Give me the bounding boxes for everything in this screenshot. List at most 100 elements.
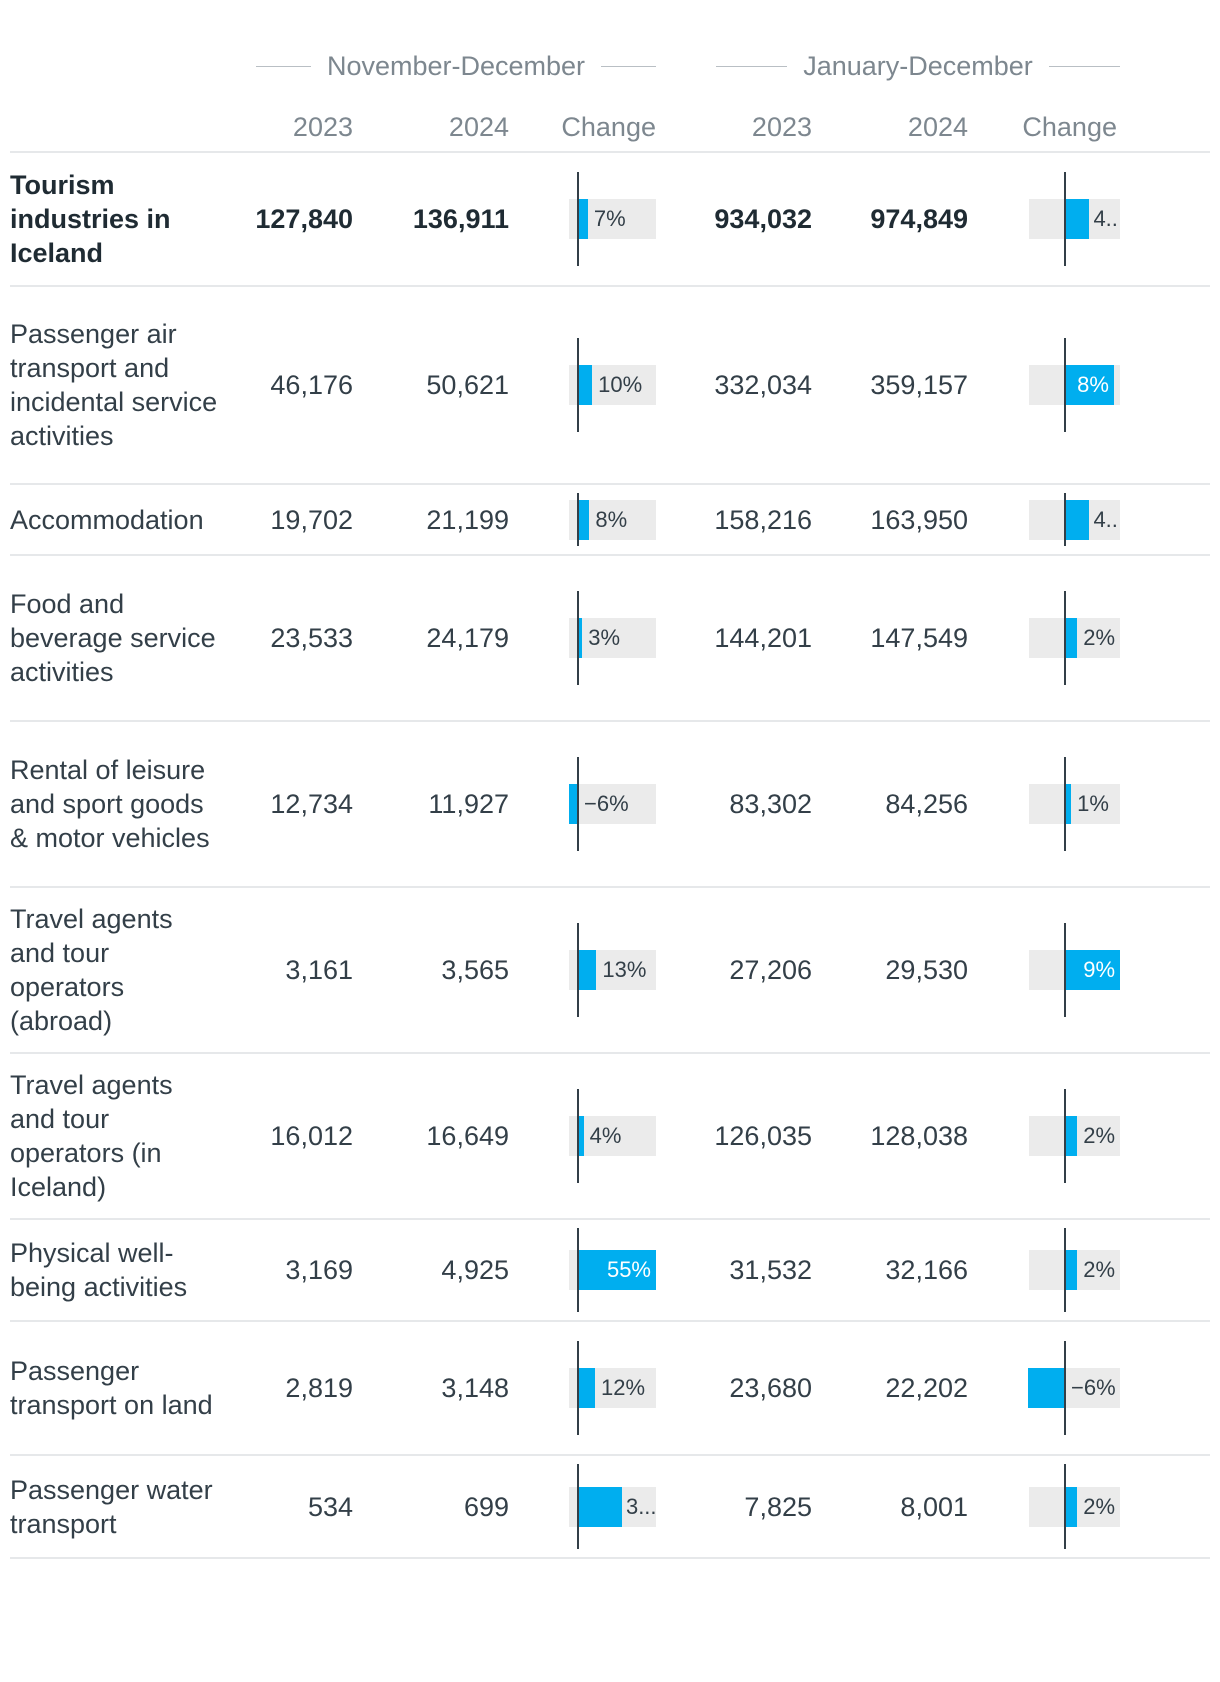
cell-nd-2024: 21,199: [426, 504, 509, 535]
cell-jd-2024: 32,166: [885, 1255, 968, 1285]
table-row: Passenger water transport 534 699 7,825 8,00…: [0, 1455, 1220, 1558]
header-divider: [10, 151, 1210, 153]
zero-axis: [577, 338, 579, 432]
cell-nd-2023: 16,012: [270, 1121, 353, 1151]
change-jd: 2%: [1029, 1228, 1120, 1312]
col-header-jd-change: Change: [1022, 112, 1117, 142]
change-label: 2%: [1083, 1257, 1116, 1282]
row-divider: [10, 554, 1210, 556]
cell-jd-2023: 27,206: [729, 955, 812, 985]
cell-jd-2023: 31,532: [729, 1255, 812, 1285]
row-label: Travel agents and tour operators (in Ice…: [10, 1070, 173, 1202]
zero-axis: [1064, 591, 1066, 685]
table-row: Passenger transport on land 2,819 3,148 23,…: [0, 1321, 1220, 1455]
group-rule-right: [1048, 65, 1120, 67]
row-divider: [10, 886, 1210, 888]
row-divider: [10, 1218, 1210, 1220]
cell-jd-2024: 974,849: [870, 204, 968, 234]
change-bar: [569, 784, 578, 824]
zero-axis: [577, 591, 579, 685]
change-bar: [578, 199, 588, 239]
row-label: Passenger air transport and incidental s…: [10, 319, 218, 451]
change-label: 8%: [595, 506, 628, 532]
row-label: Accommodation: [10, 504, 204, 535]
change-track: [569, 784, 656, 824]
change-bar: [1065, 365, 1114, 405]
zero-axis: [577, 1089, 579, 1183]
change-label: 7%: [593, 206, 626, 231]
table-row: Food and beverage service activities 23,5…: [0, 555, 1220, 721]
row-divider: [10, 720, 1210, 722]
change-bar: [578, 950, 597, 990]
cell-nd-2024: 4,925: [441, 1255, 509, 1285]
change-bar: [578, 618, 583, 658]
change-bar: [578, 1250, 656, 1290]
change-bar: [1065, 1486, 1078, 1527]
change-label: 13%: [602, 957, 647, 982]
row-label: Food and beverage service activities: [10, 589, 216, 687]
cell-jd-2024: 8,001: [900, 1491, 968, 1522]
change-bar: [1065, 784, 1072, 824]
col-header-jd-2024: 2024: [907, 112, 968, 142]
col-header-jd-2023: 2023: [751, 112, 812, 142]
change-jd: 1%: [1029, 757, 1120, 851]
row-divider: [10, 1454, 1210, 1456]
cell-jd-2023: 126,035: [714, 1121, 812, 1151]
cell-jd-2024: 163,950: [870, 504, 968, 535]
cell-nd-2024: 3,148: [441, 1373, 509, 1403]
change-nd: 10%: [569, 338, 656, 432]
change-nd: 55%: [569, 1228, 656, 1312]
change-label: 3...: [625, 1493, 656, 1519]
zero-axis: [1064, 757, 1066, 851]
zero-axis: [1064, 1341, 1066, 1435]
change-label: 2%: [1083, 1123, 1116, 1148]
cell-nd-2023: 127,840: [255, 204, 353, 234]
group-title-nov-dec: November-December: [326, 50, 586, 81]
zero-axis: [577, 1341, 579, 1435]
change-nd: −6%: [569, 757, 656, 851]
col-header-nd-change: Change: [561, 112, 656, 142]
row-label: Travel agents and tour operators (abroad…: [10, 904, 173, 1036]
change-bar: [1065, 1250, 1078, 1290]
change-label: 4%: [589, 1123, 622, 1148]
change-label: 4..: [1093, 506, 1118, 532]
row-divider: [10, 285, 1210, 287]
change-nd: 12%: [569, 1341, 656, 1435]
cell-jd-2024: 128,038: [870, 1121, 968, 1151]
row-label: Passenger water transport: [10, 1474, 213, 1539]
change-nd: 4%: [569, 1089, 656, 1183]
zero-axis: [1064, 338, 1066, 432]
cell-nd-2023: 534: [307, 1491, 353, 1522]
table-row: Rental of leisure and sport goods & moto…: [0, 721, 1220, 887]
cell-jd-2023: 158,216: [714, 504, 812, 535]
change-nd: 3...: [569, 1464, 656, 1549]
change-jd: 2%: [1029, 591, 1120, 685]
cell-jd-2024: 22,202: [885, 1373, 968, 1403]
group-rule-left: [256, 65, 311, 67]
change-bar: [578, 365, 593, 405]
change-label: 3%: [588, 625, 621, 650]
zero-axis: [577, 172, 579, 266]
row-label: Rental of leisure and sport goods & moto…: [10, 755, 210, 853]
change-label: −6%: [1071, 1375, 1116, 1400]
cell-nd-2023: 2,819: [285, 1373, 353, 1403]
change-jd: 8%: [1029, 338, 1120, 432]
cell-jd-2024: 359,157: [870, 370, 968, 400]
change-bar: [578, 1486, 622, 1527]
col-header-nd-2023: 2023: [292, 112, 353, 142]
change-label: 4..: [1093, 206, 1118, 231]
group-header-nov-dec: November-December: [256, 46, 656, 86]
zero-axis: [1064, 493, 1066, 546]
change-label: 55%: [606, 1257, 651, 1282]
table-row: Accommodation 19,702 21,199 158,216 163,950 8…: [0, 484, 1220, 555]
zero-axis: [577, 1464, 579, 1549]
change-label: 1%: [1077, 791, 1109, 816]
change-label: 10%: [598, 372, 643, 397]
change-bar: [578, 499, 590, 540]
change-bar: [1065, 1116, 1078, 1156]
row-label: Tourism industries in Iceland: [10, 170, 171, 268]
change-bar: [1065, 199, 1090, 239]
row-divider: [10, 1052, 1210, 1054]
change-label: 2%: [1083, 1493, 1116, 1519]
change-label: 12%: [601, 1375, 646, 1400]
